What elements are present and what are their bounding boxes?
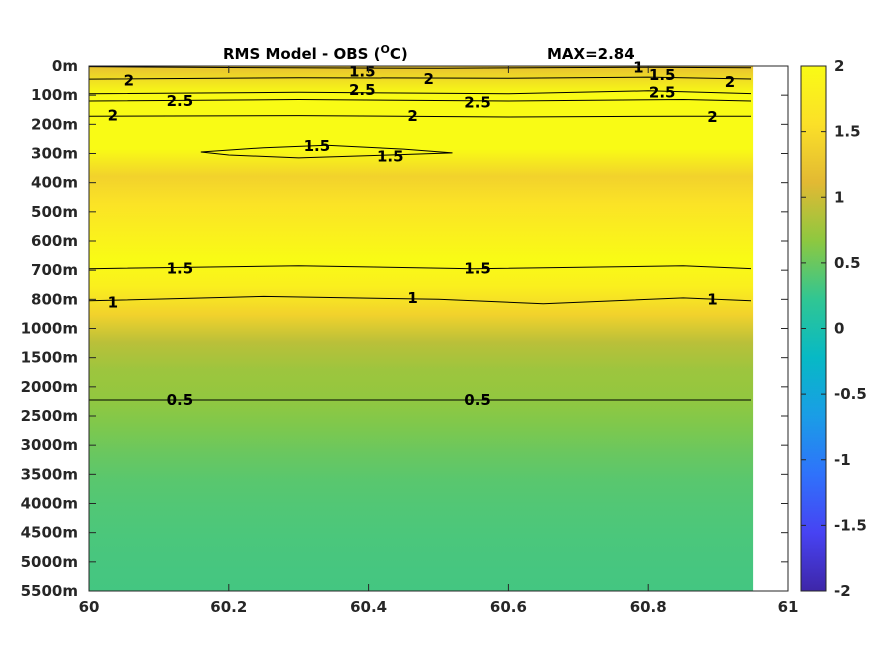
y-tick-label: 2000m	[21, 378, 78, 396]
contour-line	[89, 76, 751, 80]
y-tick-label: 500m	[31, 203, 78, 221]
colorbar-tick-label: 1.5	[834, 123, 861, 141]
contour-line	[200, 144, 453, 159]
contour-label: 2	[108, 107, 118, 125]
chart-title: RMS Model - OBS (OC)	[223, 43, 408, 63]
y-tick-label: 0m	[52, 57, 78, 75]
y-tick-label: 4000m	[21, 495, 78, 513]
contour-label: 2	[725, 73, 735, 91]
y-tick-labels: 0m 100m 200m 300m 400m 500m 600m 700m 800m 1000m 1…	[21, 57, 78, 600]
contour-label: 1.5	[464, 260, 491, 278]
contour-label: 2	[124, 72, 134, 90]
colorbar-tick-label: 0	[834, 320, 844, 338]
y-tick-label: 2500m	[21, 407, 78, 425]
y-tick-label: 3500m	[21, 465, 78, 483]
colorbar-tick-label: -1	[834, 451, 851, 469]
y-tick-label: 300m	[31, 145, 78, 163]
y-tick-label: 5500m	[21, 582, 78, 600]
y-tick-label: 600m	[31, 232, 78, 250]
x-tick-label: 60	[79, 598, 100, 616]
contour-label: 2	[423, 70, 433, 88]
contour-label: 1	[707, 290, 717, 308]
max-label: MAX=2.84	[547, 45, 635, 63]
contour-label: 0.5	[167, 391, 194, 409]
contour-label: 1.5	[377, 147, 404, 165]
colorbar-tick-label: -1.5	[834, 516, 867, 534]
colorbar-tick-label: -0.5	[834, 385, 867, 403]
contour-label: 2.5	[464, 94, 491, 112]
contour-label: 0.5	[464, 391, 491, 409]
contour-label: 2.5	[349, 81, 376, 99]
x-tick-label: 60.6	[490, 598, 527, 616]
y-tick-label: 5000m	[21, 553, 78, 571]
contour-label: 1.5	[167, 260, 194, 278]
x-tick-label: 61	[778, 598, 799, 616]
contour-label: 2	[407, 107, 417, 125]
y-tick-label: 200m	[31, 115, 78, 133]
contour-line	[89, 66, 751, 69]
contour-line	[89, 90, 751, 95]
colorbar-tick-label: 2	[834, 57, 844, 75]
x-tick-labels: 60 60.2 60.4 60.6 60.8 61	[79, 598, 799, 616]
contour-label: 2.5	[649, 83, 676, 101]
degree-sup: O	[381, 43, 390, 56]
contour-line	[89, 98, 751, 102]
contour-label: 1.5	[649, 66, 676, 84]
heatmap-field	[89, 66, 754, 591]
contour-label: 1	[407, 289, 417, 307]
contour-line	[89, 265, 751, 270]
x-tick-label: 60.8	[630, 598, 667, 616]
y-tick-label: 4500m	[21, 524, 78, 542]
contour-labels: 1.52 21 1.5 22.52.5 2.52.52 2 21.51.51.5 1.51 1 1…	[108, 59, 736, 410]
y-tick-label: 700m	[31, 261, 78, 279]
colorbar-ticks: 2 1.5 1 0.5 0 -0.5 -1 -1.5 -2	[801, 57, 867, 600]
y-tick-label: 1500m	[21, 349, 78, 367]
y-tick-label: 1000m	[21, 320, 78, 338]
contour-label: 2.5	[167, 92, 194, 110]
contour-label: 1.5	[349, 62, 376, 80]
contour-label: 1	[633, 59, 643, 77]
contour-label: 2	[707, 108, 717, 126]
contour-line	[89, 295, 751, 305]
contour-line	[89, 115, 751, 118]
x-tick-label: 60.2	[210, 598, 247, 616]
colorbar-tick-label: 0.5	[834, 254, 861, 272]
contour-label: 1.5	[304, 137, 331, 155]
y-tick-label: 3000m	[21, 436, 78, 454]
colorbar-tick-label: -2	[834, 582, 851, 600]
x-tick-label: 60.4	[350, 598, 387, 616]
contour-label: 1	[108, 293, 118, 311]
y-tick-label: 100m	[31, 86, 78, 104]
contour-lines	[89, 66, 751, 401]
colorbar-tick-label: 1	[834, 188, 844, 206]
y-tick-label: 400m	[31, 174, 78, 192]
y-tick-label: 800m	[31, 290, 78, 308]
axis-ticks	[88, 65, 789, 592]
